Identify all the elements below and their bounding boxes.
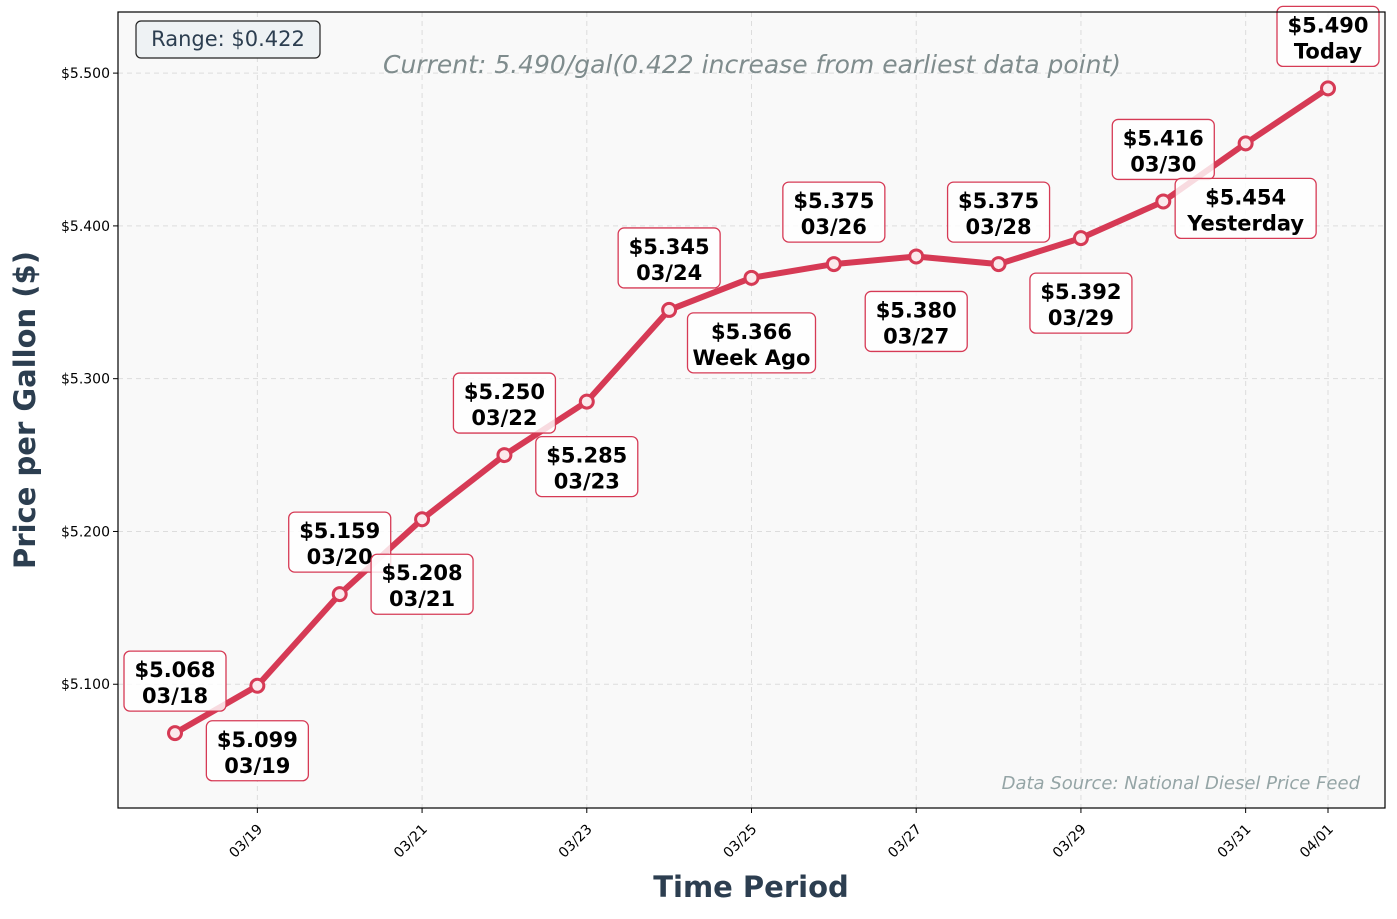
point-label-price: $5.250 xyxy=(464,380,545,404)
point-label-box xyxy=(686,312,817,374)
point-label-date: Today xyxy=(1294,39,1363,63)
point-label-box xyxy=(205,720,310,782)
point-label-box xyxy=(782,181,886,243)
data-point xyxy=(249,677,266,694)
y-tick-label: $5.300 xyxy=(61,372,110,388)
y-tick-label: $5.500 xyxy=(61,66,110,82)
point-label-date: 03/27 xyxy=(883,324,949,348)
x-tick-label: 03/19 xyxy=(226,822,266,862)
x-tick-label: 03/23 xyxy=(556,822,596,862)
point-label-price: $5.285 xyxy=(546,444,627,468)
point-label-date: 03/26 xyxy=(801,215,867,239)
point-label-box xyxy=(370,553,474,615)
x-tick-label: 03/25 xyxy=(720,822,760,862)
data-point xyxy=(167,725,183,742)
point-label-date: Yesterday xyxy=(1186,211,1304,235)
point-label-date: Week Ago xyxy=(693,346,811,370)
y-tick-label: $5.200 xyxy=(61,524,110,540)
data-source-note: Data Source: National Diesel Price Feed xyxy=(1002,773,1361,794)
point-label-box xyxy=(452,372,557,434)
point-label-price: $5.099 xyxy=(217,728,298,752)
point-label-box xyxy=(123,650,227,712)
point-label-box xyxy=(288,511,392,573)
data-point xyxy=(743,269,760,286)
point-label-price: $5.375 xyxy=(793,189,874,213)
range-label: Range: $0.422 xyxy=(151,27,305,51)
point-label-box xyxy=(1174,177,1317,240)
data-point xyxy=(578,393,595,410)
x-tick-label: 03/27 xyxy=(885,822,925,862)
point-label-date: 03/24 xyxy=(636,261,702,285)
y-tick-label: $5.100 xyxy=(61,677,110,693)
point-label-date: 03/28 xyxy=(966,215,1032,239)
data-point xyxy=(825,256,842,273)
point-label-price: $5.375 xyxy=(958,189,1039,213)
point-label-date: 03/21 xyxy=(389,587,455,611)
point-label-box xyxy=(864,290,968,353)
data-point xyxy=(496,447,513,464)
data-point xyxy=(1237,135,1254,152)
point-label-price: $5.392 xyxy=(1040,280,1121,304)
point-label-date: 03/20 xyxy=(307,545,373,569)
point-label-date: 03/23 xyxy=(554,470,620,494)
x-tick-label: 03/21 xyxy=(391,822,431,862)
point-label-date: 03/19 xyxy=(224,754,290,778)
point-label-date: 03/22 xyxy=(471,406,537,430)
point-label-box xyxy=(617,227,721,289)
data-point xyxy=(908,248,925,265)
data-point xyxy=(661,301,678,318)
plot-frame xyxy=(117,11,1386,809)
x-tick-label: 04/01 xyxy=(1297,822,1337,862)
point-label-price: $5.366 xyxy=(711,320,792,344)
y-axis-label: Price per Gallon ($) xyxy=(8,251,42,569)
x-tick-label: 03/29 xyxy=(1050,822,1090,862)
point-label-date: 03/18 xyxy=(142,684,208,708)
point-label-box xyxy=(946,181,1051,243)
point-label-price: $5.345 xyxy=(629,235,710,259)
point-label-box xyxy=(535,435,639,498)
point-label-date: 03/29 xyxy=(1048,306,1114,330)
data-point xyxy=(1072,230,1089,247)
current-annotation: Current: 5.490/gal(0.422 increase from e… xyxy=(383,50,1121,79)
x-axis-label: Time Period xyxy=(653,870,849,904)
point-label-box xyxy=(1029,272,1133,334)
range-box xyxy=(135,20,321,59)
y-tick-label: $5.400 xyxy=(61,219,110,235)
point-label-price: $5.416 xyxy=(1123,126,1204,150)
data-point xyxy=(331,586,348,603)
point-label-price: $5.068 xyxy=(134,658,215,682)
data-point xyxy=(990,256,1007,273)
data-point xyxy=(1155,193,1172,210)
point-label-price: $5.159 xyxy=(299,519,380,543)
x-tick-label: 03/31 xyxy=(1215,822,1255,862)
data-point xyxy=(1320,80,1336,97)
point-label-price: $5.454 xyxy=(1205,185,1286,209)
point-label-box xyxy=(1111,118,1215,181)
point-label-price: $5.380 xyxy=(876,298,957,322)
point-label-price: $5.208 xyxy=(382,561,463,585)
data-point xyxy=(414,511,431,528)
point-label-price: $5.490 xyxy=(1287,13,1368,37)
point-label-box xyxy=(1276,5,1380,68)
point-label-date: 03/30 xyxy=(1130,152,1196,176)
